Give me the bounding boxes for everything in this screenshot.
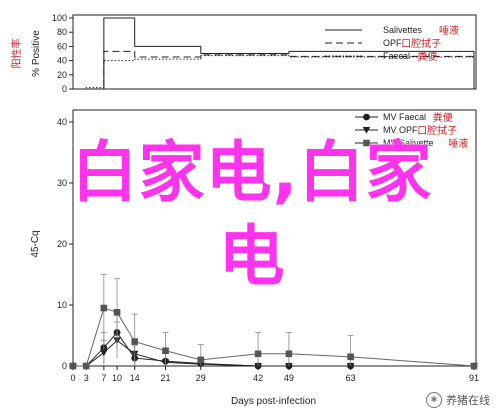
watermark-text: 养猪在线 bbox=[446, 394, 490, 407]
bottom-xtick-label: 0 bbox=[70, 373, 75, 383]
bottom-xtick-label: 49 bbox=[284, 373, 294, 383]
top-ytick-label: 0 bbox=[62, 84, 67, 94]
bottom-ytick-label: 0 bbox=[62, 361, 67, 371]
top-series-faecal bbox=[73, 55, 475, 90]
bottom-xtick-label: 3 bbox=[84, 373, 89, 383]
bottom-legend-note: 粪便 bbox=[433, 111, 453, 124]
top-ytick-label: 100 bbox=[52, 13, 67, 23]
bottom-ytick-label: 40 bbox=[57, 117, 67, 127]
bottom-xtick-label: 42 bbox=[253, 373, 263, 383]
bottom-legend-marker bbox=[363, 139, 370, 147]
bottom-xtick-label: 10 bbox=[112, 373, 122, 383]
top-legend-note: 口腔拭子 bbox=[401, 37, 441, 50]
data-point bbox=[254, 363, 262, 370]
data-point bbox=[285, 363, 293, 370]
top-ytick-label: 80 bbox=[57, 27, 67, 37]
top-step-chart: 0 20 40 60 80 100 % Positive 阳性率 Salivettes 唾液 OPF… bbox=[10, 13, 477, 94]
bottom-legend-marker bbox=[363, 113, 370, 121]
data-point bbox=[197, 356, 205, 364]
bottom-legend-note: 唾液 bbox=[448, 137, 468, 150]
top-legend-label: Salivettes bbox=[383, 25, 423, 35]
watermark: ✱ 养猪在线 bbox=[426, 392, 490, 408]
data-point bbox=[131, 338, 138, 345]
data-point bbox=[113, 309, 121, 316]
bottom-legend-label: MV Salivette bbox=[383, 138, 434, 148]
data-point bbox=[100, 304, 108, 312]
data-point bbox=[162, 347, 169, 355]
bottom-xtick-label: 14 bbox=[130, 373, 140, 383]
data-point bbox=[285, 350, 293, 358]
data-point bbox=[100, 349, 108, 357]
top-ytick-label: 40 bbox=[57, 56, 67, 66]
bottom-ytick-label: 10 bbox=[57, 300, 67, 310]
bottom-legend-label: MV OPF bbox=[383, 125, 418, 135]
data-point bbox=[69, 362, 77, 370]
bottom-xtick-label: 29 bbox=[196, 373, 206, 383]
bottom-xtick-label: 21 bbox=[161, 373, 171, 383]
top-ytick-label: 20 bbox=[57, 70, 67, 80]
bottom-ylabel: 45-Cq bbox=[30, 230, 41, 257]
bottom-legend-label: MV Faecal bbox=[383, 112, 426, 122]
data-point bbox=[347, 353, 354, 361]
top-legend-label: Faecal bbox=[383, 51, 410, 61]
top-legend-note: 唾液 bbox=[439, 24, 459, 37]
overlay-text-line1: 白家电,白家 bbox=[71, 134, 433, 211]
data-point bbox=[346, 363, 355, 370]
data-point bbox=[254, 350, 262, 358]
top-ylabel-note: 阳性率 bbox=[10, 39, 23, 69]
bottom-xtick-label: 7 bbox=[101, 373, 106, 383]
top-ytick-label: 60 bbox=[57, 41, 67, 51]
top-ylabel: % Positive bbox=[31, 30, 42, 77]
bottom-xtick-label: 91 bbox=[469, 373, 479, 383]
wechat-icon: ✱ bbox=[426, 392, 442, 408]
top-plot-frame bbox=[72, 14, 477, 90]
data-point bbox=[82, 362, 90, 370]
data-point bbox=[470, 362, 478, 370]
overlay-text-line2: 电 bbox=[218, 218, 286, 295]
bottom-legend-marker bbox=[362, 127, 371, 134]
bottom-xtick-label: 63 bbox=[346, 373, 356, 383]
bottom-xlabel: Days post-infection bbox=[231, 396, 316, 407]
bottom-legend-note: 口腔拭子 bbox=[417, 124, 457, 137]
top-legend-note: 粪便 bbox=[417, 50, 437, 63]
top-legend-label: OPF bbox=[383, 38, 402, 48]
bottom-ytick-label: 30 bbox=[57, 178, 67, 188]
bottom-ytick-label: 20 bbox=[57, 239, 67, 249]
